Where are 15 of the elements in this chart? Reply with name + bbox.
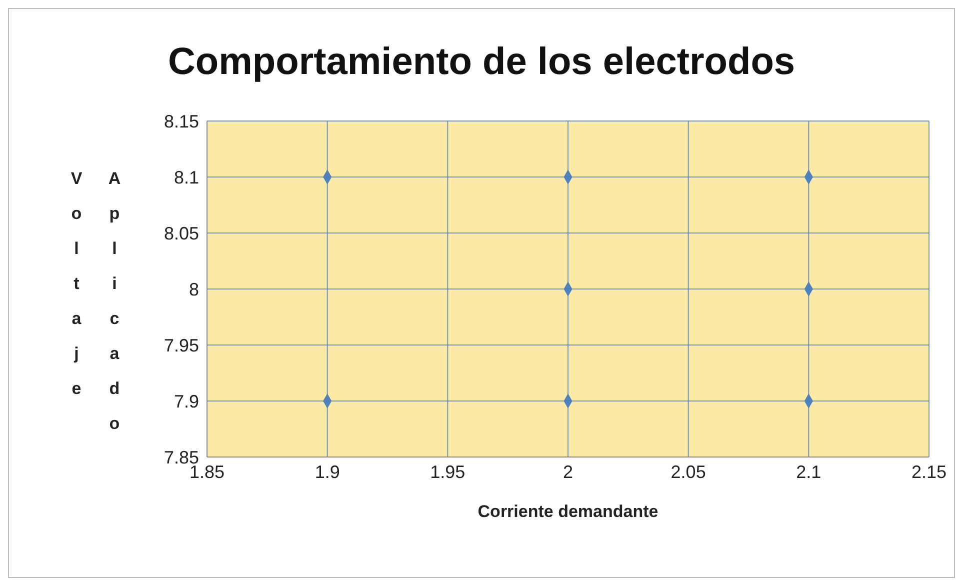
x-tick-label: 2.1: [796, 462, 822, 482]
y-tick-label: 8.15: [164, 111, 199, 132]
y-tick-label: 8.1: [174, 167, 199, 188]
y-axis-title: Voltaje Aplicado: [66, 169, 125, 451]
y-tick-label: 8: [188, 279, 199, 300]
x-tick-label: 1.95: [430, 462, 466, 482]
chart-title: Comportamiento de los electrodos: [166, 41, 796, 84]
x-tick-label: 2: [562, 462, 574, 482]
x-tick-label: 2.05: [670, 462, 706, 482]
x-tick-label: 2.15: [911, 462, 947, 482]
x-axis-title: Corriente demandante: [478, 502, 658, 521]
y-tick-label: 7.9: [174, 391, 199, 412]
x-tick-label: 1.9: [314, 462, 340, 482]
y-tick-label: 8.05: [164, 223, 199, 244]
y-tick-label: 7.95: [164, 335, 199, 356]
